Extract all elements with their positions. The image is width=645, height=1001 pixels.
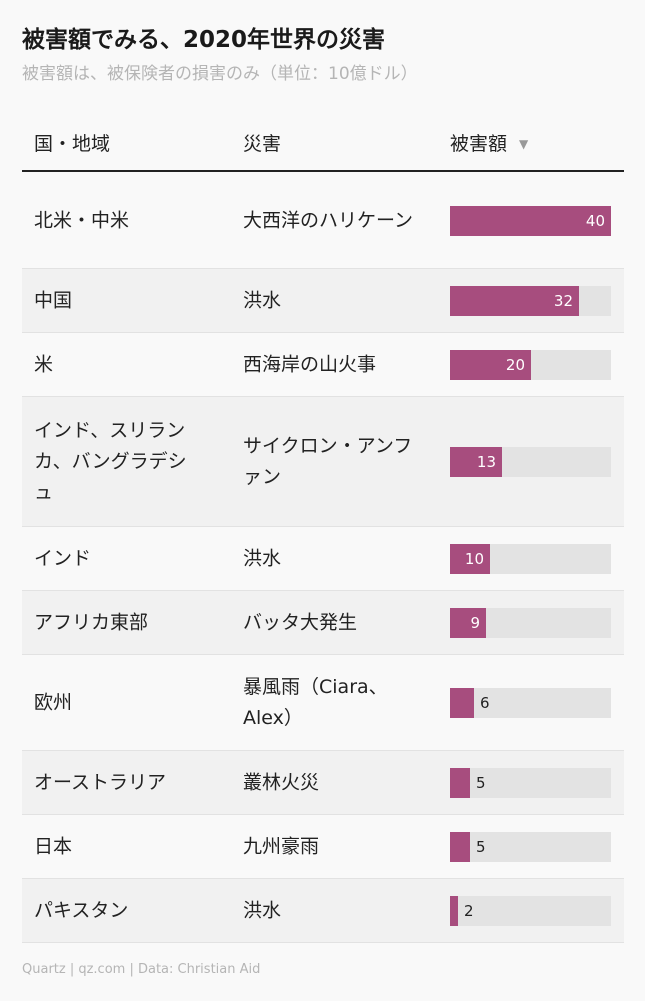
region-cell: 中国 — [34, 289, 73, 311]
damage-bar — [450, 607, 486, 638]
damage-value-label: 20 — [505, 355, 525, 374]
disaster-cell: 西海岸の山火事 — [243, 353, 377, 375]
disaster-cell: 暴風雨（Ciara、Alex） — [243, 675, 388, 729]
bar-track: 10 — [450, 543, 611, 574]
damage-bar — [450, 831, 470, 862]
disaster-cell: 叢林火災 — [243, 771, 320, 793]
damage-bar — [450, 349, 531, 380]
bar-track: 32 — [450, 285, 611, 316]
column-header-disaster[interactable]: 災害 — [243, 133, 282, 155]
damage-bar — [450, 446, 502, 477]
damage-value-label: 40 — [585, 211, 605, 230]
bar-track: 40 — [450, 205, 611, 236]
damage-value-label: 13 — [476, 452, 496, 471]
region-cell: アフリカ東部 — [34, 611, 149, 633]
damage-bar — [450, 205, 611, 236]
column-header-damage-label: 被害額 — [450, 133, 508, 155]
damage-value-label: 2 — [464, 901, 474, 920]
disaster-cell: サイクロン・アンファン — [243, 434, 413, 488]
table-row: 米 西海岸の山火事 20 — [22, 333, 624, 397]
table-row: 北米・中米 大西洋のハリケーン 40 — [22, 173, 624, 269]
bar-track: 20 — [450, 349, 611, 380]
disaster-cell: バッタ大発生 — [243, 611, 358, 633]
table-row: 欧州 暴風雨（Ciara、Alex） 6 — [22, 655, 624, 751]
damage-value-label: 6 — [480, 693, 490, 712]
bar-track: 2 — [450, 895, 611, 926]
damage-bar — [450, 285, 579, 316]
region-cell: 北米・中米 — [34, 209, 130, 231]
damage-bar — [450, 687, 474, 718]
table-row: オーストラリア 叢林火災 5 — [22, 751, 624, 815]
column-header-damage[interactable]: 被害額 ▼ — [450, 129, 528, 156]
table-row: インド、スリランカ、バングラデシュ サイクロン・アンファン 13 — [22, 397, 624, 527]
chart-title: 被害額でみる、2020年世界の災害 — [22, 27, 386, 53]
table-body: 北米・中米 大西洋のハリケーン 40 中国 洪水 32 米西海岸の山火事 20 インド、スリラン… — [22, 173, 624, 943]
table-header: 国・地域 災害 被害額 ▼ — [22, 110, 624, 172]
disaster-cell: 洪水 — [243, 547, 282, 569]
damage-value-label: 5 — [476, 773, 486, 792]
table-row: パキスタン 洪水 2 — [22, 879, 624, 943]
disaster-cell: 九州豪雨 — [243, 835, 320, 857]
sort-descending-icon[interactable]: ▼ — [519, 137, 529, 151]
column-header-region[interactable]: 国・地域 — [34, 133, 111, 155]
disaster-cell: 洪水 — [243, 899, 282, 921]
bar-track: 13 — [450, 446, 611, 477]
region-cell: オーストラリア — [34, 771, 167, 793]
damage-value-label: 32 — [553, 291, 573, 310]
damage-value-label: 9 — [470, 613, 480, 632]
region-cell: インド、スリランカ、バングラデシュ — [34, 419, 187, 503]
table-row: 日本 九州豪雨 5 — [22, 815, 624, 879]
damage-bar — [450, 543, 490, 574]
disaster-cell: 大西洋のハリケーン — [243, 209, 414, 231]
damage-bar — [450, 895, 458, 926]
bar-track: 5 — [450, 831, 611, 862]
disaster-cell: 洪水 — [243, 289, 282, 311]
region-cell: 日本 — [34, 835, 73, 857]
damage-value-label: 10 — [464, 549, 484, 568]
bar-track: 5 — [450, 767, 611, 798]
table-row: アフリカ東部 バッタ大発生 9 — [22, 591, 624, 655]
chart-subtitle: 被害額は、被保険者の損害のみ（単位：10億ドル） — [22, 64, 418, 84]
bar-track: 6 — [450, 687, 611, 718]
region-cell: 欧州 — [34, 691, 73, 713]
bar-track: 9 — [450, 607, 611, 638]
damage-bar — [450, 767, 470, 798]
region-cell: パキスタン — [34, 899, 129, 921]
table-row: インド 洪水 10 — [22, 527, 624, 591]
region-cell: インド — [34, 547, 92, 569]
damage-value-label: 5 — [476, 837, 486, 856]
region-cell: 米 — [34, 353, 54, 375]
source-footer: Quartz | qz.com | Data: Christian Aid — [22, 962, 261, 977]
table-row: 中国 洪水 32 — [22, 269, 624, 333]
